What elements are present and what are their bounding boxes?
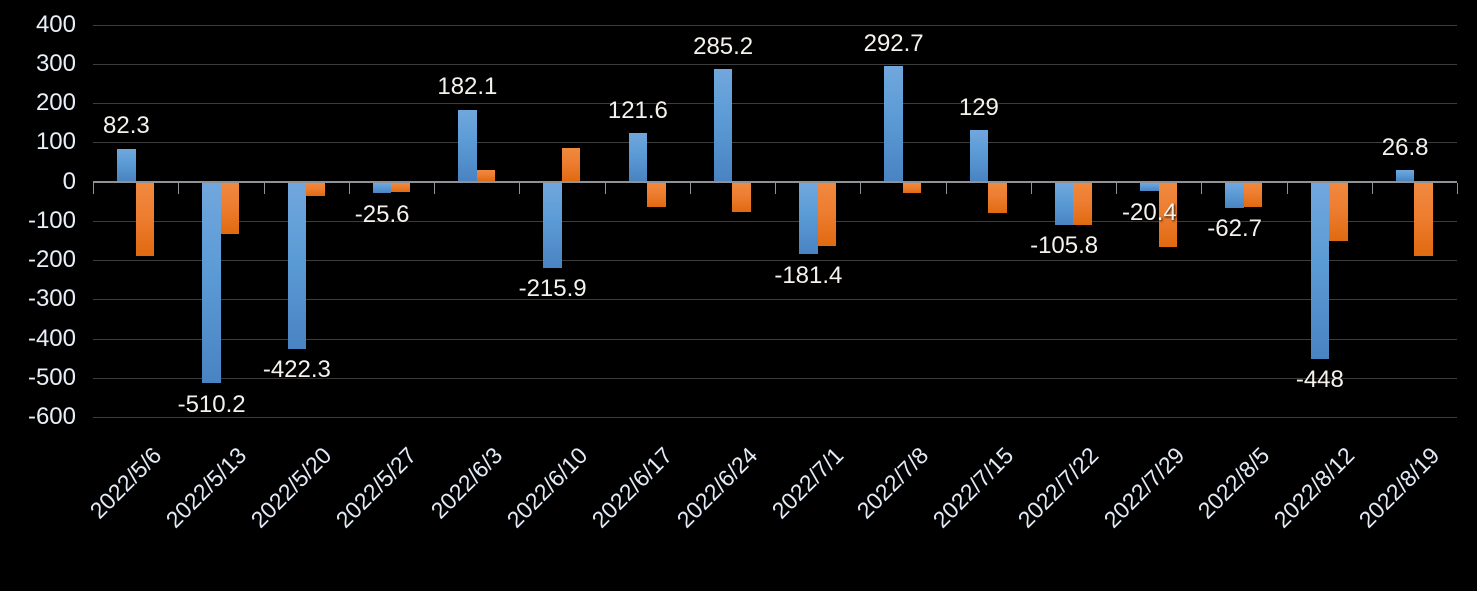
data-label: -448 [1295, 366, 1344, 394]
y-axis-label: 100 [35, 128, 76, 156]
bar-series-1-blue-2022/6/24[interactable] [713, 69, 733, 181]
bar-series-2-orange-2022/7/1[interactable] [817, 183, 837, 246]
axis-tick [860, 183, 862, 194]
data-label: 292.7 [863, 29, 924, 57]
bar-series-1-blue-2022/5/20[interactable] [287, 183, 307, 349]
bar-series-1-blue-2022/7/29[interactable] [1140, 183, 1159, 191]
bar-series-1-blue-2022/5/27[interactable] [372, 183, 392, 194]
bar-series-1-blue-2022/8/12[interactable] [1310, 183, 1330, 359]
bar-series-1-blue-2022/7/8[interactable] [884, 66, 903, 181]
data-label: 129 [958, 93, 999, 121]
bar-series-1-blue-2022/5/13[interactable] [202, 183, 221, 384]
data-label: 82.3 [103, 112, 150, 140]
bar-series-1-blue-2022/6/10[interactable] [543, 183, 562, 268]
gridline--400 [93, 338, 1457, 340]
gridline-400 [93, 24, 1457, 26]
data-label: -422.3 [262, 356, 331, 384]
gridline-300 [93, 63, 1457, 65]
bar-series-2-orange-2022/8/19[interactable] [1414, 183, 1433, 256]
gridline--500 [93, 377, 1457, 379]
data-label: 26.8 [1381, 133, 1429, 161]
data-label: -510.2 [177, 390, 246, 418]
bar-series-2-orange-2022/5/20[interactable] [306, 183, 325, 196]
axis-tick [263, 183, 265, 194]
y-axis-label: -600 [27, 403, 76, 430]
bar-series-2-orange-2022/7/8[interactable] [902, 183, 922, 194]
bar-series-2-orange-2022/7/15[interactable] [988, 183, 1007, 213]
bar-series-2-orange-2022/5/6[interactable] [135, 183, 155, 256]
data-label: 285.2 [693, 32, 754, 60]
y-axis-label: -300 [27, 285, 76, 313]
y-axis-label: -200 [27, 246, 76, 273]
data-label: -25.6 [354, 200, 410, 228]
bar-series-1-blue-2022/8/5[interactable] [1225, 183, 1244, 208]
bar-series-2-orange-2022/6/3[interactable] [476, 170, 496, 181]
axis-tick [604, 183, 606, 194]
bar-series-2-orange-2022/7/29[interactable] [1158, 183, 1178, 247]
bar-series-1-blue-2022/8/19[interactable] [1395, 170, 1415, 181]
bar-series-1-blue-2022/7/1[interactable] [799, 183, 818, 255]
data-label: -181.4 [774, 261, 843, 289]
gridline-100 [93, 142, 1457, 144]
axis-tick [1030, 183, 1032, 194]
axis-tick [945, 183, 947, 194]
gridline-200 [93, 103, 1457, 104]
data-label: -215.9 [518, 275, 587, 303]
bar-series-1-blue-2022/5/6[interactable] [117, 148, 136, 181]
axis-tick [689, 183, 691, 194]
axis-tick [1286, 183, 1288, 194]
axis-tick [775, 183, 776, 194]
bar-series-1-blue-2022/6/3[interactable] [458, 109, 477, 181]
bar-series-2-orange-2022/5/13[interactable] [220, 183, 240, 235]
x-axis-line [93, 180, 1457, 183]
bar-series-2-orange-2022/7/22[interactable] [1073, 183, 1092, 226]
y-axis-label: -400 [27, 324, 76, 352]
axis-tick [519, 183, 521, 194]
bar-series-1-blue-2022/6/17[interactable] [628, 133, 648, 181]
bar-series-1-blue-2022/7/22[interactable] [1054, 183, 1074, 225]
gridline--200 [93, 260, 1457, 261]
axis-tick [1371, 183, 1373, 194]
y-axis-label: 200 [35, 89, 76, 116]
bar-series-2-orange-2022/6/17[interactable] [647, 183, 666, 208]
y-axis-label: -100 [27, 206, 76, 234]
bar-series-2-orange-2022/5/27[interactable] [391, 183, 410, 192]
data-label: -20.4 [1122, 198, 1177, 226]
data-label: -62.7 [1207, 215, 1262, 243]
y-axis-label: 400 [35, 10, 76, 38]
y-axis-label: 300 [35, 49, 76, 77]
data-label: 182.1 [437, 73, 498, 101]
gridline--100 [93, 220, 1457, 222]
axis-tick [93, 183, 94, 194]
axis-tick [178, 183, 180, 194]
bar-series-1-blue-2022/7/15[interactable] [969, 130, 989, 181]
y-axis-label: 0 [62, 167, 76, 195]
gridline--300 [93, 299, 1457, 301]
data-label: 121.6 [607, 96, 668, 124]
axis-tick [1457, 183, 1458, 194]
y-axis-label: -500 [27, 363, 76, 391]
axis-tick [348, 183, 350, 194]
bar-series-2-orange-2022/6/24[interactable] [732, 183, 751, 213]
axis-tick [1201, 183, 1203, 194]
axis-tick [434, 183, 435, 194]
bar-series-2-orange-2022/6/10[interactable] [561, 147, 581, 181]
data-label: -105.8 [1030, 232, 1099, 260]
axis-tick [1116, 183, 1117, 194]
gridline--600 [93, 417, 1457, 418]
bar-series-2-orange-2022/8/5[interactable] [1243, 183, 1263, 207]
bar-series-2-orange-2022/8/12[interactable] [1329, 183, 1348, 242]
